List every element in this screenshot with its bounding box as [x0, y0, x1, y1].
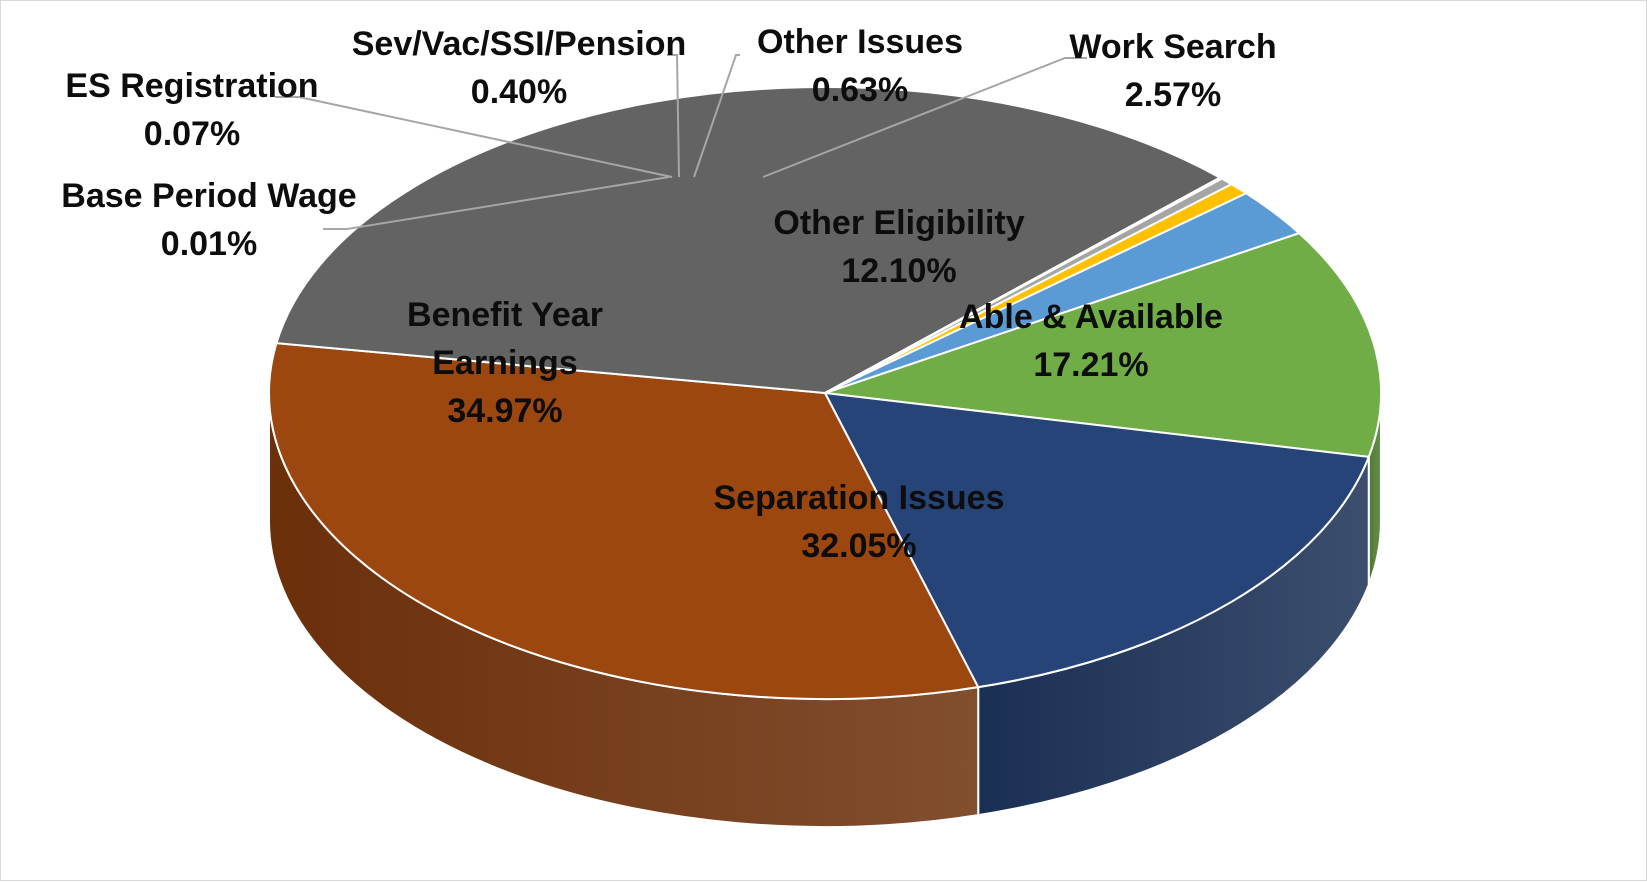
label-name-benefit-year-earnings: Benefit Year — [407, 296, 603, 334]
data-label-other-eligibility: Other Eligibility 12.10% — [773, 204, 1024, 290]
data-label-separation-issues: Separation Issues 32.05% — [713, 479, 1004, 565]
label-value-other-eligibility: 12.10% — [841, 252, 956, 290]
data-label-able-available: Able & Available 17.21% — [959, 298, 1223, 384]
label-name-es-registration: ES Registration — [65, 67, 318, 105]
data-label-work-search: Work Search 2.57% — [1069, 28, 1276, 114]
label-value-base-period-wage: 0.01% — [161, 225, 257, 263]
label-name-sev-vac-ssi-pension: Sev/Vac/SSI/Pension — [352, 25, 687, 63]
data-label-sev-vac-ssi-pension: Sev/Vac/SSI/Pension 0.40% — [352, 25, 687, 111]
slice-able-available — [824, 392, 1370, 689]
data-label-base-period-wage: Base Period Wage 0.01% — [61, 177, 356, 263]
leader-line-es-registration — [275, 96, 673, 178]
label-value-able-available: 17.21% — [1033, 346, 1148, 384]
leader-line-base-period-wage — [323, 176, 670, 230]
label-name-base-period-wage: Base Period Wage — [61, 177, 356, 215]
leader-line-other-issues — [693, 54, 740, 178]
label-name-benefit-year-earnings: Earnings — [432, 344, 577, 382]
slice-benefit-year-earnings — [275, 86, 1221, 394]
pie-top-slices — [268, 86, 1382, 700]
label-value-other-issues: 0.63% — [812, 71, 908, 109]
data-label-benefit-year-earnings: Benefit Year Earnings 34.97% — [407, 296, 603, 430]
leader-line-work-search — [762, 57, 1087, 178]
label-value-sev-vac-ssi-pension: 0.40% — [471, 73, 567, 111]
leader-line-sev-vac-ssi-pension — [667, 54, 680, 178]
label-name-other-issues: Other Issues — [757, 23, 963, 61]
label-value-separation-issues: 32.05% — [801, 527, 916, 565]
data-label-es-registration: ES Registration 0.07% — [65, 67, 318, 153]
slice-work-search — [824, 192, 1301, 394]
label-name-work-search: Work Search — [1069, 28, 1276, 66]
slice-separation-issues — [268, 342, 980, 700]
slice-other-eligibility — [824, 232, 1382, 458]
label-name-able-available: Able & Available — [959, 298, 1223, 336]
data-labels: Other Eligibility 12.10%Able & Available 1… — [61, 23, 1276, 565]
label-name-separation-issues: Separation Issues — [713, 479, 1004, 517]
label-value-work-search: 2.57% — [1125, 76, 1221, 114]
data-label-other-issues: Other Issues 0.63% — [757, 23, 963, 109]
label-value-es-registration: 0.07% — [144, 115, 240, 153]
label-name-other-eligibility: Other Eligibility — [773, 204, 1024, 242]
label-value-benefit-year-earnings: 34.97% — [447, 392, 562, 430]
leader-lines — [275, 54, 1087, 230]
